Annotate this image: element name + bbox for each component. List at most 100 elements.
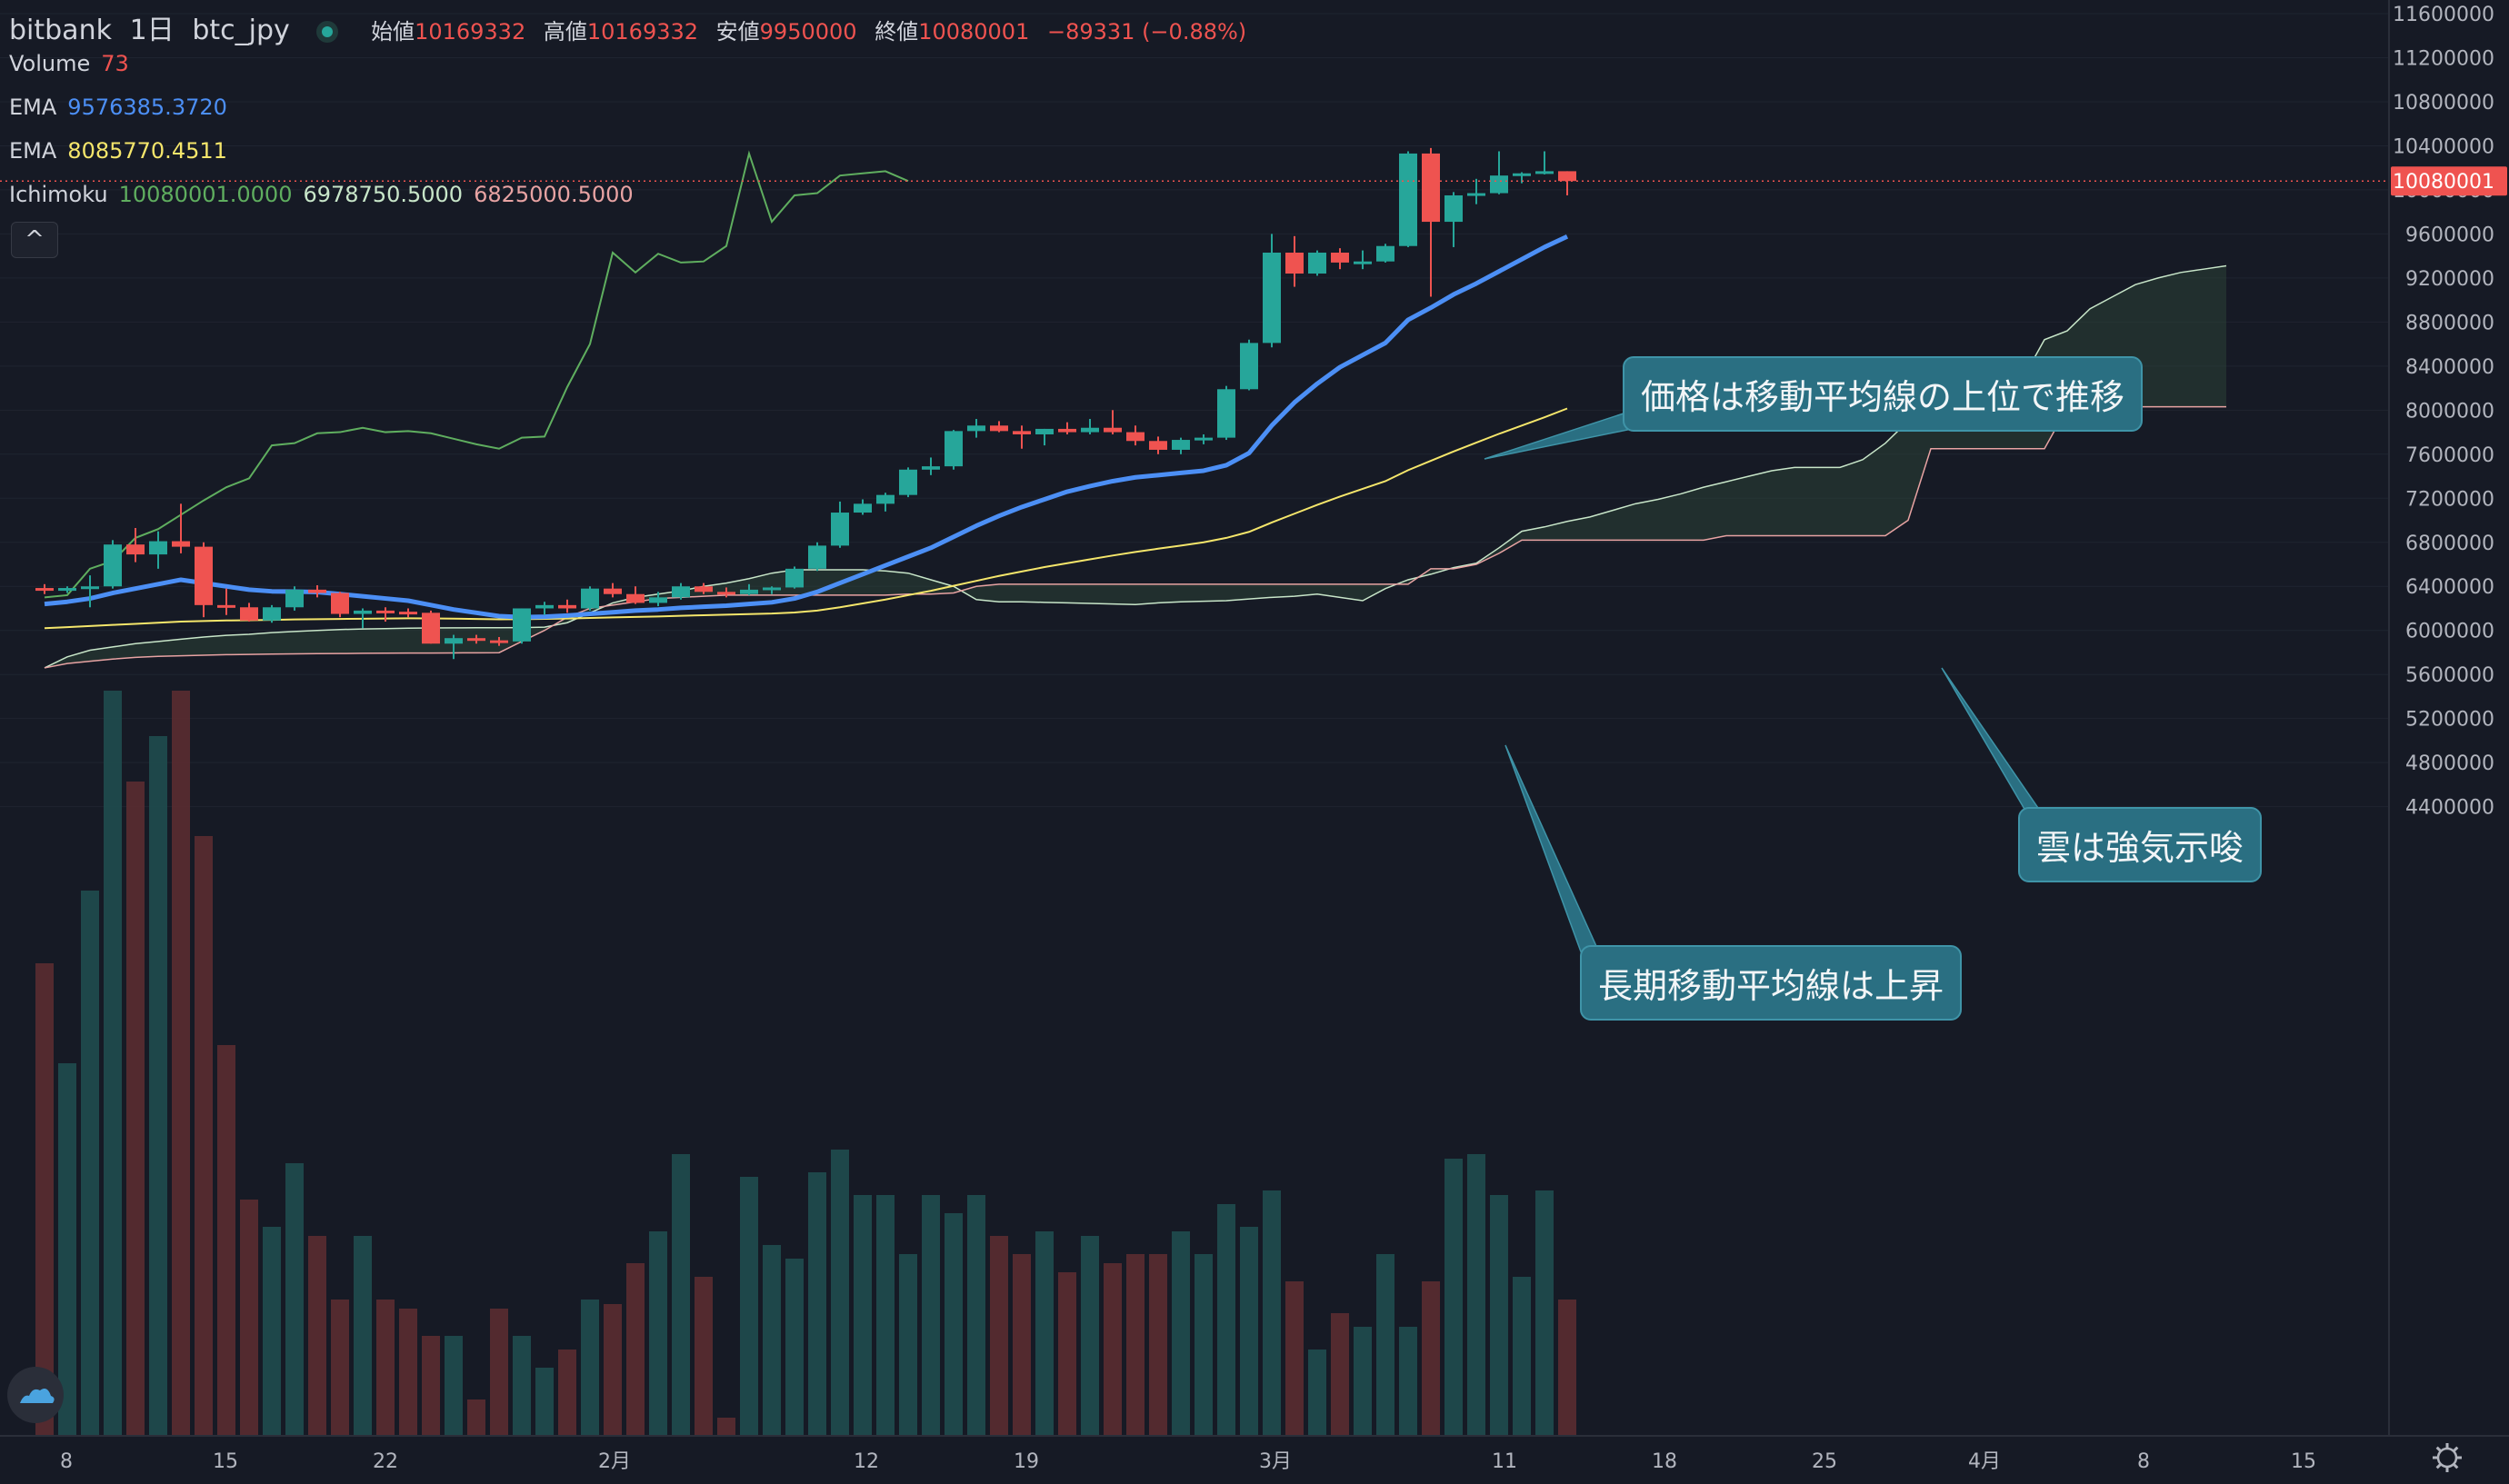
candle-body [922, 466, 940, 470]
candle-body [1172, 440, 1190, 450]
candle-body [263, 607, 281, 621]
market-status-icon [322, 25, 334, 37]
volume-bar [1013, 1254, 1031, 1436]
candle-body [1558, 171, 1576, 182]
time-axis-tick-label: 15 [213, 1450, 238, 1473]
volume-legend-row[interactable]: Volume 73 [9, 51, 140, 76]
ema-slow-legend-value: 8085770.4511 [67, 138, 227, 164]
candle-body [1217, 389, 1235, 438]
exchange-name: bitbank [9, 15, 112, 46]
volume-bar [967, 1195, 985, 1436]
time-axis-tick-label: 19 [1014, 1450, 1039, 1473]
ohlc-low-value: 9950000 [759, 19, 857, 45]
volume-bar [945, 1213, 963, 1436]
ohlc-close-value: 10080001 [918, 19, 1030, 45]
candle-body [308, 589, 326, 593]
candle-body [172, 541, 190, 547]
candle-body [1444, 194, 1463, 223]
ema-slow-legend-row[interactable]: EMA 8085770.4511 [9, 138, 238, 164]
candle-body [876, 494, 895, 504]
ichimoku-legend-row[interactable]: Ichimoku 10080001.0000 6978750.5000 6825000… [9, 182, 645, 207]
time-axis-tick-label: 4月 [1968, 1450, 2001, 1473]
candle-body [217, 604, 235, 608]
time-axis-tick-label: 12 [854, 1450, 879, 1473]
ema-slow-line [44, 407, 1568, 630]
ichimoku-cloud [45, 265, 2226, 668]
gear-tooth [2453, 1446, 2459, 1452]
volume-bar [126, 782, 145, 1436]
volume-bar [1399, 1327, 1417, 1436]
ohlc-open-label: 始値 [371, 19, 415, 45]
candle-body [1081, 427, 1099, 433]
candle-body [1035, 428, 1054, 434]
candle-body [626, 593, 645, 603]
price-axis-tick-label: 8800000 [2405, 312, 2494, 334]
candle-body [149, 541, 167, 555]
candle-body [58, 588, 76, 592]
volume-bar [1513, 1277, 1531, 1436]
volume-bar [1285, 1281, 1304, 1436]
price-axis-tick-label: 6800000 [2405, 533, 2494, 555]
volume-bar [467, 1399, 485, 1436]
price-axis-tick-label: 5600000 [2405, 664, 2494, 687]
time-axis-tick-label: 18 [1652, 1450, 1677, 1473]
volume-bar [490, 1309, 508, 1436]
volume-bar [104, 691, 122, 1436]
tradingview-logo-icon[interactable] [7, 1367, 64, 1423]
ichimoku-span-b-line [44, 405, 2226, 669]
ichimoku-legend-value-2: 6978750.5000 [303, 182, 464, 207]
volume-bar [240, 1200, 258, 1436]
volume-bar [35, 963, 54, 1436]
candle-body [581, 588, 599, 609]
candle-body [854, 503, 872, 513]
price-axis-tick-label: 9200000 [2405, 268, 2494, 291]
candle-body [1285, 253, 1304, 274]
candle-body [1195, 437, 1213, 441]
last-price-tag [2391, 166, 2507, 196]
volume-bar [217, 1045, 235, 1436]
collapse-legend-button[interactable]: ^ [11, 222, 58, 258]
candle-body [331, 593, 349, 614]
candle-body [513, 608, 531, 642]
volume-bar [1195, 1254, 1213, 1436]
ema-fast-legend-row[interactable]: EMA 9576385.3720 [9, 95, 238, 120]
volume-bar [1444, 1159, 1463, 1436]
price-axis-tick-label: 6000000 [2405, 621, 2494, 643]
volume-bar [1490, 1195, 1508, 1436]
settings-gear-icon[interactable] [2433, 1443, 2462, 1472]
volume-bar [1535, 1190, 1554, 1436]
candle-body [604, 588, 622, 594]
candle-body [1331, 253, 1349, 263]
candle-body [490, 640, 508, 643]
callout-cloud-bullish: 雲は強気示唆 [2018, 807, 2263, 882]
candle-body [445, 638, 463, 644]
candle-body [1058, 428, 1076, 433]
candle-body [899, 469, 917, 495]
candle-body [1376, 245, 1394, 262]
interval-label[interactable]: 1日 [129, 15, 175, 46]
volume-bar [717, 1418, 735, 1436]
volume-bar [172, 691, 190, 1436]
volume-bar [1058, 1272, 1076, 1436]
candle-body [763, 587, 781, 591]
candle-body [1013, 431, 1031, 434]
price-axis-tick-label: 11600000 [2393, 4, 2494, 26]
candle-body [1354, 261, 1372, 264]
symbol-name[interactable]: btc_jpy [192, 15, 290, 46]
volume-bar [331, 1300, 349, 1436]
candle-body [1535, 171, 1554, 174]
volume-bar [581, 1300, 599, 1436]
volume-bar [922, 1195, 940, 1436]
candle-body [990, 425, 1008, 432]
candle-body [1126, 432, 1145, 442]
candle-body [35, 588, 54, 592]
candle-body [1240, 343, 1258, 390]
volume-bar [763, 1245, 781, 1436]
volume-bar [990, 1236, 1008, 1436]
volume-bar [1081, 1236, 1099, 1436]
volume-bar [558, 1350, 576, 1436]
volume-bar [785, 1259, 804, 1436]
candle-body [1422, 153, 1440, 223]
volume-bar [854, 1195, 872, 1436]
